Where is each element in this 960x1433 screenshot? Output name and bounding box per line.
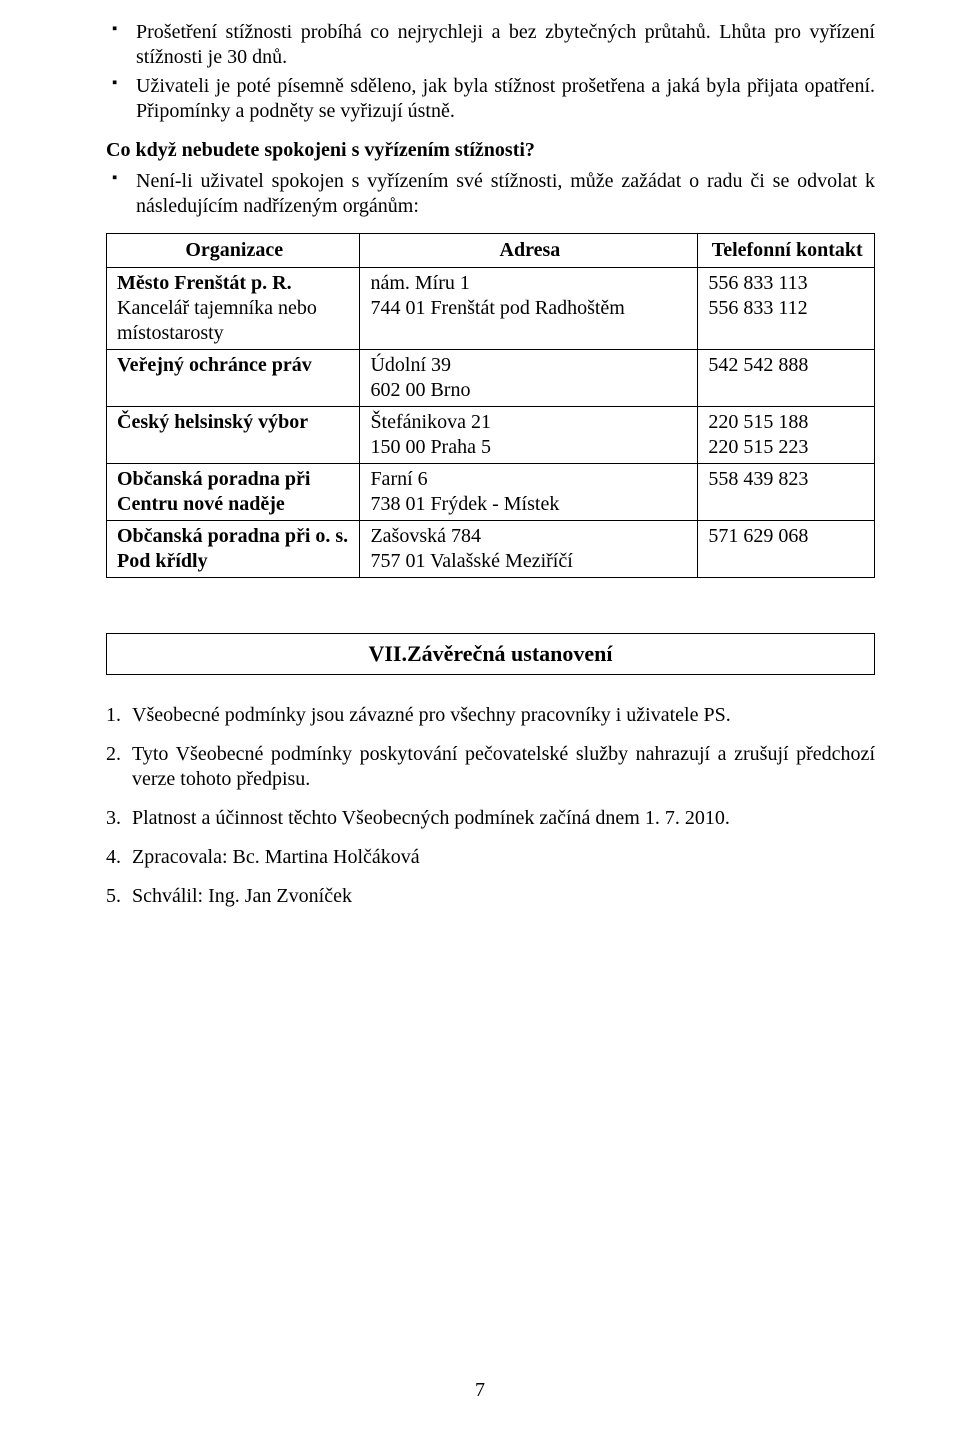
list-item: 2.Tyto Všeobecné podmínky poskytování pe…	[106, 742, 875, 792]
list-item: Není-li uživatel spokojen s vyřízením sv…	[106, 169, 875, 219]
cell-address: Štefánikova 21150 00 Praha 5	[360, 407, 698, 464]
table-row: Občanská poradna při o. s. Pod křídlyZaš…	[107, 521, 875, 578]
document-page: Prošetření stížnosti probíhá co nejrychl…	[0, 0, 960, 1433]
heading-complaint: Co když nebudete spokojeni s vyřízením s…	[106, 138, 875, 163]
th-organization: Organizace	[107, 234, 360, 268]
cell-phone: 542 542 888	[698, 350, 875, 407]
cell-phone: 558 439 823	[698, 464, 875, 521]
contacts-table: Organizace Adresa Telefonní kontakt Měst…	[106, 233, 875, 578]
cell-organization: Město Frenštát p. R.Kancelář tajemníka n…	[107, 268, 360, 350]
section-heading-box: VII.Závěrečná ustanovení	[106, 633, 875, 675]
table-row: Český helsinský výborŠtefánikova 21150 0…	[107, 407, 875, 464]
th-phone: Telefonní kontakt	[698, 234, 875, 268]
section-heading: VII.Závěrečná ustanovení	[368, 641, 612, 666]
cell-address: Zašovská 784757 01 Valašské Meziříčí	[360, 521, 698, 578]
list-item: 5.Schválil: Ing. Jan Zvoníček	[106, 884, 875, 909]
list-item: 4.Zpracovala: Bc. Martina Holčáková	[106, 845, 875, 870]
numbered-list: 1.Všeobecné podmínky jsou závazné pro vš…	[106, 703, 875, 909]
cell-address: nám. Míru 1744 01 Frenštát pod Radhoštěm	[360, 268, 698, 350]
cell-phone: 220 515 188220 515 223	[698, 407, 875, 464]
table-row: Občanská poradna při Centru nové nadějeF…	[107, 464, 875, 521]
th-address: Adresa	[360, 234, 698, 268]
cell-address: Údolní 39602 00 Brno	[360, 350, 698, 407]
cell-organization: Český helsinský výbor	[107, 407, 360, 464]
bullet-list-2: Není-li uživatel spokojen s vyřízením sv…	[106, 169, 875, 219]
cell-organization: Veřejný ochránce práv	[107, 350, 360, 407]
cell-address: Farní 6738 01 Frýdek - Místek	[360, 464, 698, 521]
cell-organization: Občanská poradna při Centru nové naděje	[107, 464, 360, 521]
cell-organization: Občanská poradna při o. s. Pod křídly	[107, 521, 360, 578]
cell-phone: 571 629 068	[698, 521, 875, 578]
list-item: Uživateli je poté písemně sděleno, jak b…	[106, 74, 875, 124]
bullet-list-1: Prošetření stížnosti probíhá co nejrychl…	[106, 20, 875, 124]
cell-phone: 556 833 113556 833 112	[698, 268, 875, 350]
list-item: 3.Platnost a účinnost těchto Všeobecných…	[106, 806, 875, 831]
table-row: Město Frenštát p. R.Kancelář tajemníka n…	[107, 268, 875, 350]
list-item: Prošetření stížnosti probíhá co nejrychl…	[106, 20, 875, 70]
page-number: 7	[0, 1378, 960, 1403]
list-item: 1.Všeobecné podmínky jsou závazné pro vš…	[106, 703, 875, 728]
table-header-row: Organizace Adresa Telefonní kontakt	[107, 234, 875, 268]
table-row: Veřejný ochránce právÚdolní 39602 00 Brn…	[107, 350, 875, 407]
